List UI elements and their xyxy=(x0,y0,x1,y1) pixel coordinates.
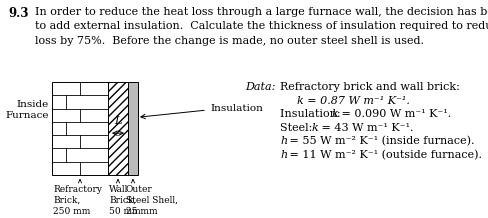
Text: Refractory
Brick,
250 mm: Refractory Brick, 250 mm xyxy=(53,185,102,216)
Text: Data:: Data: xyxy=(244,82,275,92)
Text: In order to reduce the heat loss through a large furnace wall, the decision has : In order to reduce the heat loss through… xyxy=(28,7,488,46)
Text: h: h xyxy=(280,136,286,146)
Text: Insulation: Insulation xyxy=(209,104,263,112)
Text: = 11 W m⁻² K⁻¹ (outside furnace).: = 11 W m⁻² K⁻¹ (outside furnace). xyxy=(285,150,481,160)
Text: k: k xyxy=(311,123,318,133)
Text: k = 0.87 W m⁻¹ K⁻¹.: k = 0.87 W m⁻¹ K⁻¹. xyxy=(296,95,409,106)
Text: k: k xyxy=(331,109,338,119)
Text: Inside
Furnace: Inside Furnace xyxy=(5,99,49,120)
Text: Insulation:: Insulation: xyxy=(280,109,347,119)
Text: = 55 W m⁻² K⁻¹ (inside furnace).: = 55 W m⁻² K⁻¹ (inside furnace). xyxy=(285,136,473,146)
Text: h: h xyxy=(280,150,286,160)
Bar xyxy=(52,82,108,175)
Text: = 0.090 W m⁻¹ K⁻¹.: = 0.090 W m⁻¹ K⁻¹. xyxy=(337,109,450,119)
Text: Outer
Steel Shell,
25 mm: Outer Steel Shell, 25 mm xyxy=(126,185,178,216)
Text: 9.3: 9.3 xyxy=(8,7,28,20)
Bar xyxy=(128,82,138,175)
Text: = 43 W m⁻¹ K⁻¹.: = 43 W m⁻¹ K⁻¹. xyxy=(317,123,413,133)
Text: Wall
Brick,
50 mm: Wall Brick, 50 mm xyxy=(109,185,141,216)
Text: Steel:: Steel: xyxy=(280,123,319,133)
Text: L: L xyxy=(114,116,122,126)
Text: Refractory brick and wall brick:: Refractory brick and wall brick: xyxy=(280,82,459,92)
Bar xyxy=(108,82,128,175)
